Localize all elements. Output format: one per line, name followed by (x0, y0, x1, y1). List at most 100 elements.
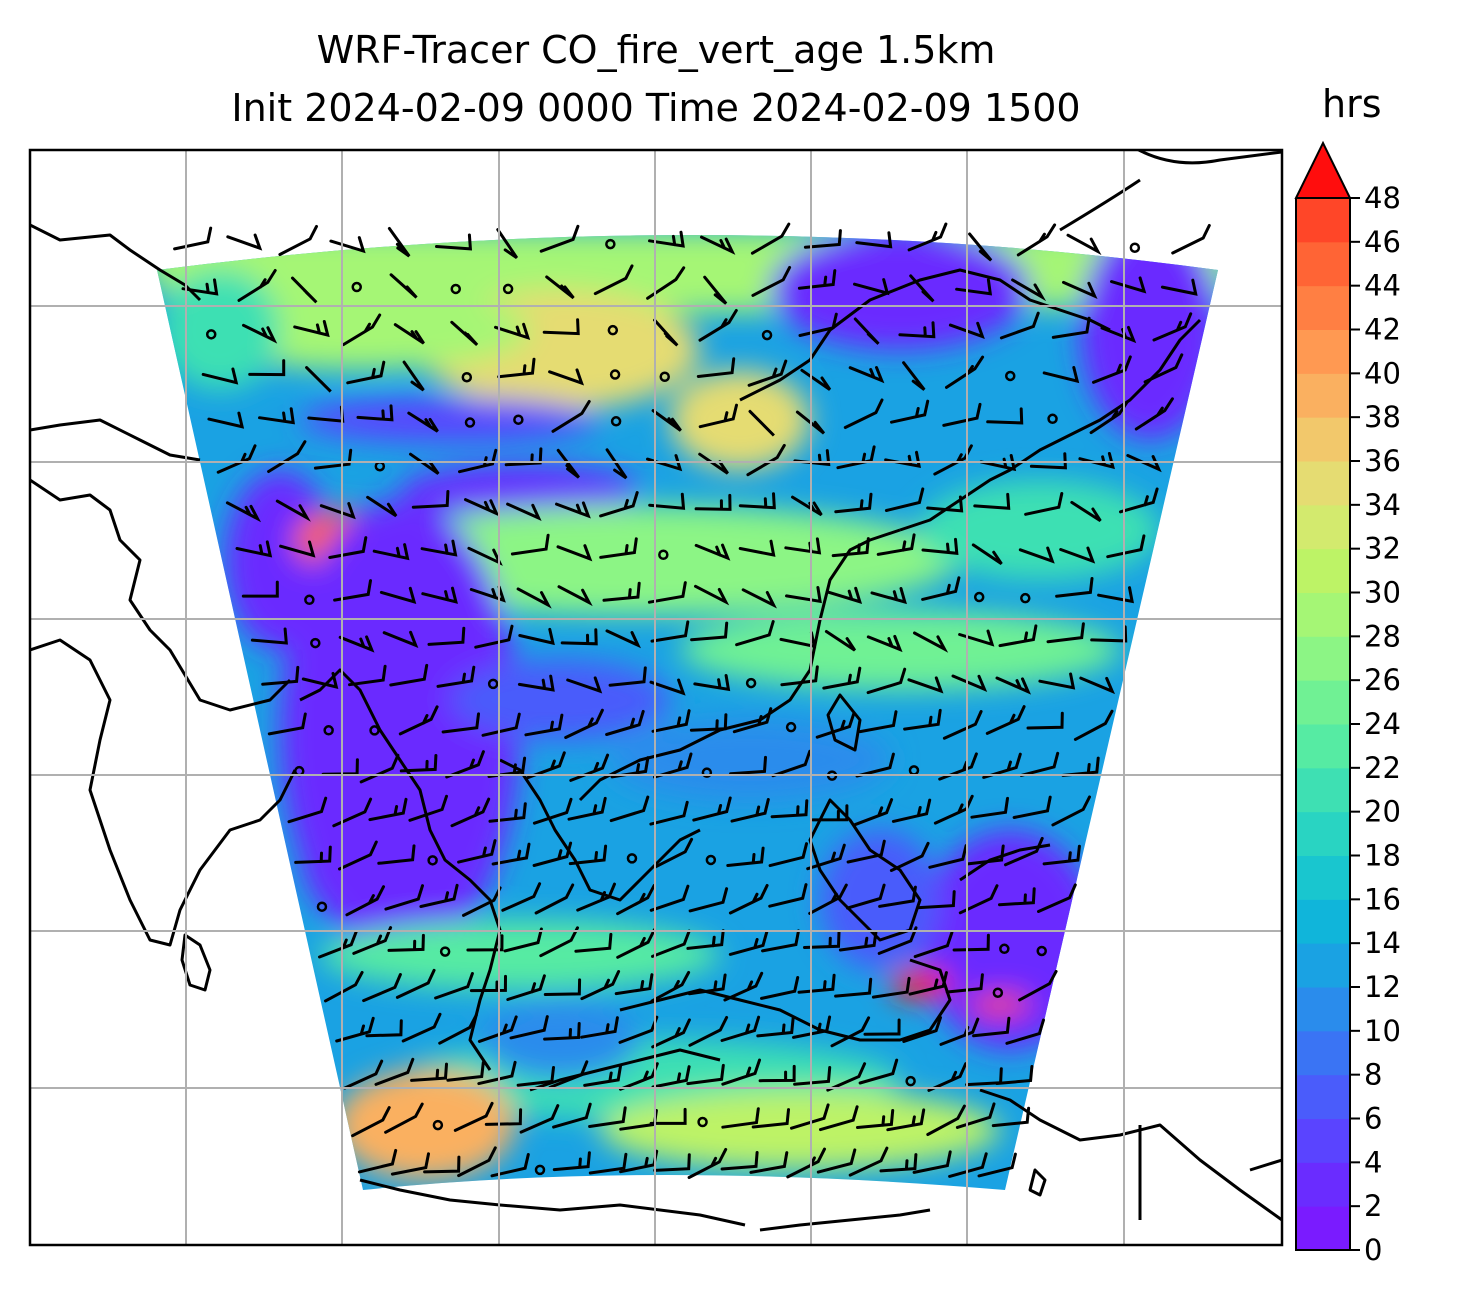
calm-wind-marker (487, 678, 499, 690)
wind-barb (972, 1016, 1011, 1038)
colorbar-band (1296, 636, 1350, 681)
colorbar-tick-label: 28 (1364, 619, 1401, 653)
wind-barb (730, 798, 770, 823)
wind-barb (436, 665, 476, 688)
wind-barb (968, 232, 993, 262)
wind-barb (1051, 316, 1091, 339)
wind-barb (1066, 233, 1102, 256)
wind-barb (826, 1062, 867, 1092)
wind-barb (346, 360, 386, 385)
wind-barb (1110, 276, 1147, 294)
wind-barb (605, 629, 641, 649)
wind-barb (768, 842, 808, 868)
wind-barb (226, 233, 263, 251)
wind-barb (955, 1102, 996, 1129)
wind-barb (738, 492, 776, 510)
wind-barb (556, 544, 593, 562)
wind-barb (1119, 487, 1159, 514)
wind-barb (977, 1152, 1017, 1178)
colorbar-band (1296, 1118, 1350, 1163)
wind-barb (328, 536, 368, 559)
wind-barb (770, 799, 809, 819)
wind-barb (991, 1106, 1031, 1128)
wind-barb (574, 932, 613, 953)
wind-barb (1055, 577, 1094, 598)
wind-barb (998, 887, 1036, 907)
wind-barb (689, 713, 728, 732)
colorbar-tick-label: 26 (1364, 663, 1401, 697)
wind-barb (884, 487, 925, 512)
wind-barb (907, 676, 944, 694)
wind-barb (560, 628, 598, 646)
wind-barb (942, 710, 983, 740)
colorbar-band (1296, 1162, 1350, 1207)
wind-barb (653, 318, 679, 347)
wind-barb (614, 973, 654, 996)
wind-barb (732, 707, 773, 734)
wind-barb (1126, 454, 1162, 473)
wind-barb (913, 631, 949, 653)
colorbar-band (1296, 461, 1350, 506)
wind-barb (237, 269, 277, 302)
calm-wind-marker (513, 414, 524, 425)
wind-barb (469, 974, 507, 993)
wind-barb (338, 840, 378, 871)
colorbar-band (1296, 1074, 1350, 1119)
wind-barb (1092, 355, 1132, 384)
wind-barb (389, 663, 429, 687)
wind-barb (928, 844, 968, 869)
wind-barb (488, 802, 527, 823)
wind-barb (846, 883, 886, 910)
wind-barb (510, 533, 550, 556)
wind-barb (1097, 586, 1134, 604)
wind-barb (366, 495, 398, 518)
wind-barb (374, 1057, 415, 1086)
wind-barb (419, 883, 459, 908)
wind-barb (368, 797, 408, 822)
wind-barb (279, 540, 316, 558)
wind-barb (555, 501, 591, 519)
wind-barb (291, 276, 318, 304)
wind-barb (1152, 312, 1193, 342)
wind-barb (838, 930, 878, 952)
wind-barb (951, 674, 988, 693)
wind-barb (756, 1017, 795, 1038)
wind-barb (225, 501, 262, 523)
wind-barb (890, 399, 930, 424)
wind-barb (942, 402, 982, 427)
wind-barb (305, 366, 332, 393)
colorbar-tick-label: 30 (1364, 576, 1401, 610)
wind-barb (834, 977, 873, 998)
wind-barb (423, 1155, 461, 1174)
wind-barb (421, 586, 458, 604)
colorbar-tick-label: 0 (1364, 1233, 1382, 1267)
wind-barb (729, 755, 767, 776)
wind-barb (408, 794, 448, 822)
wind-barb (569, 753, 610, 782)
colorbar-band (1296, 724, 1350, 769)
wind-barb (357, 1148, 398, 1174)
wind-barb (780, 665, 819, 687)
wind-barb (526, 751, 566, 780)
colorbar-tick-label: 18 (1364, 839, 1401, 873)
wind-barb (803, 229, 842, 249)
wind-barb (1090, 625, 1128, 643)
wind-barb (846, 839, 886, 864)
calm-wind-marker (701, 767, 713, 778)
wind-barb (1018, 969, 1058, 1002)
wind-barb (341, 313, 382, 347)
colorbar-tick-label: 24 (1364, 707, 1401, 741)
wind-barb (824, 630, 857, 652)
colorbar-band (1296, 417, 1350, 462)
wind-barb (532, 841, 573, 867)
wind-barb (427, 626, 466, 646)
wind-barb (399, 754, 438, 773)
wind-barb (902, 1016, 942, 1043)
wind-barb (693, 674, 731, 692)
wind-barb (548, 368, 585, 386)
calm-wind-marker (450, 283, 462, 295)
wind-barb (966, 844, 1005, 866)
wind-barb (898, 321, 936, 339)
colorbar-tick-label: 44 (1364, 269, 1401, 303)
wind-barb (698, 452, 729, 475)
